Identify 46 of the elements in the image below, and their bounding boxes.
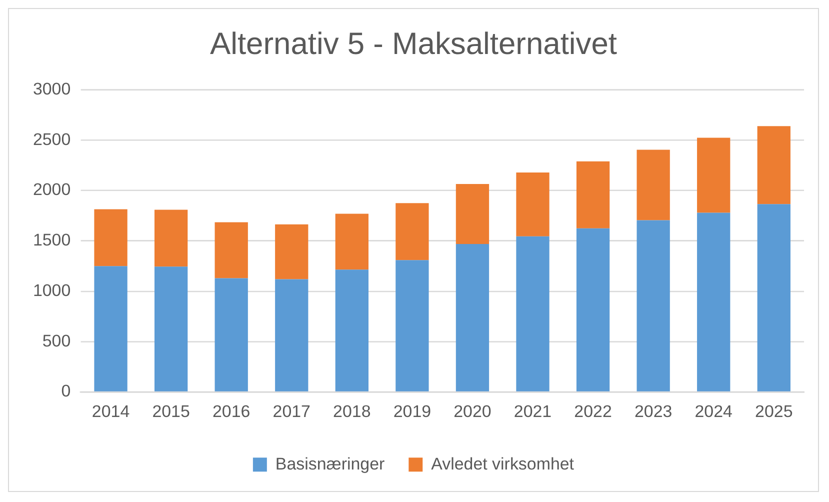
bar (396, 203, 429, 260)
bar (275, 224, 308, 280)
y-tick-label: 1000 (32, 280, 71, 300)
y-tick-label: 2000 (32, 180, 71, 200)
bar (697, 138, 730, 213)
y-tick-label: 0 (61, 382, 71, 401)
legend-label: Avledet virksomhet (431, 454, 574, 474)
x-tick-label: 2018 (333, 402, 371, 421)
chart-title: Alternativ 5 - Maksalternativet (210, 26, 618, 61)
bar (396, 260, 429, 392)
x-tick-label: 2017 (272, 402, 310, 421)
x-tick-label: 2020 (454, 402, 492, 421)
x-tick-label: 2014 (92, 402, 130, 421)
bar (214, 278, 248, 392)
x-tick-label: 2016 (212, 402, 250, 421)
x-tick-label: 2015 (152, 402, 190, 421)
bar (335, 214, 368, 270)
x-tick-label: 2023 (634, 402, 672, 421)
bar (456, 244, 490, 392)
x-tick-label: 2025 (755, 402, 793, 421)
y-tick-label: 1500 (32, 230, 71, 250)
y-tick-label: 500 (42, 331, 71, 350)
legend-label: Basisnæringer (275, 454, 386, 474)
bar (94, 209, 128, 266)
bar (275, 279, 308, 392)
bar (636, 150, 670, 220)
x-tick-label: 2021 (514, 402, 552, 421)
x-tick-label: 2022 (574, 402, 612, 421)
bar (516, 172, 550, 236)
bar (697, 212, 730, 392)
bar (757, 204, 790, 392)
bar (576, 161, 610, 228)
bar (456, 184, 490, 244)
bar (154, 210, 188, 267)
x-tick-label: 2024 (694, 402, 732, 421)
bar (636, 220, 670, 392)
bar (154, 266, 188, 392)
bar (214, 222, 248, 278)
bar (335, 270, 368, 392)
y-tick-label: 2500 (32, 130, 71, 149)
bar (94, 266, 128, 392)
x-tick-label: 2019 (393, 402, 432, 421)
bar (516, 236, 550, 392)
bar (757, 126, 790, 204)
bar (576, 228, 610, 392)
y-tick-label: 3000 (32, 80, 71, 99)
